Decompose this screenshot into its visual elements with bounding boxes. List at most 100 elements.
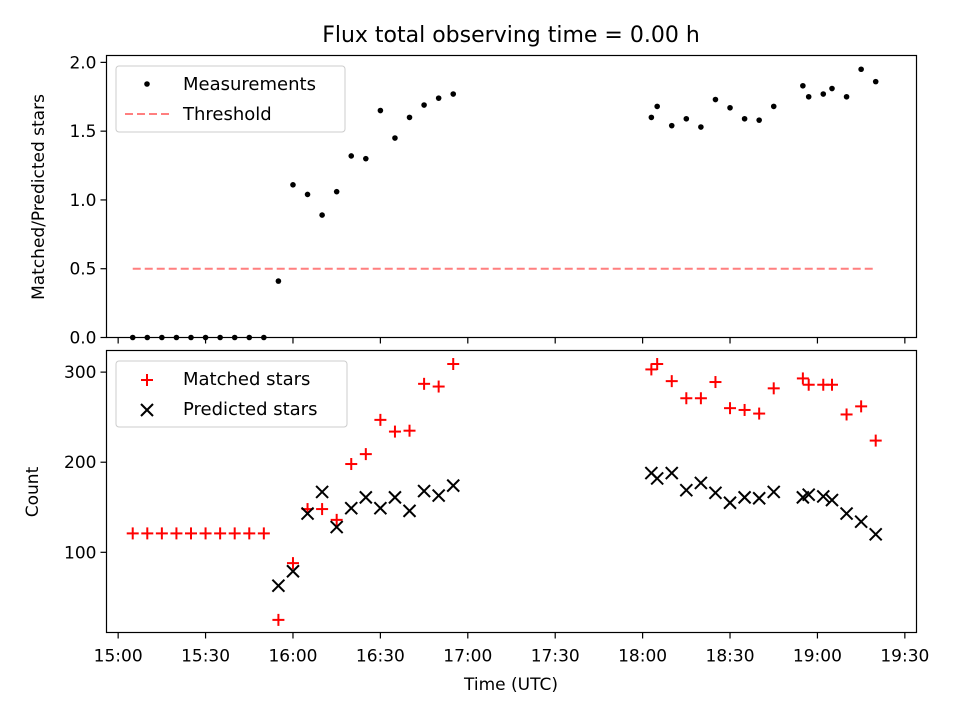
matched-star-point [651, 358, 664, 371]
matched-star-point [645, 363, 658, 376]
predicted-star-point [329, 520, 344, 534]
top-y-ticks: 0.0 0.5 1.0 1.5 2.0 [69, 53, 107, 349]
matched-star-point [359, 448, 372, 461]
legend-threshold-label: Threshold [182, 104, 272, 125]
top-legend-box [115, 65, 346, 133]
predicted-star-point [825, 493, 839, 507]
top-legend: Measurements Threshold [115, 65, 346, 133]
measurement-point [275, 278, 282, 284]
measurement-point [820, 91, 827, 97]
legend-matched-marker [141, 374, 153, 386]
matched-star-point [126, 527, 139, 540]
matched-star-point [724, 402, 737, 415]
matched-star-point [214, 527, 227, 540]
matched-star-point [228, 527, 241, 540]
matched-star-point [286, 557, 299, 570]
predicted-star-point [373, 501, 388, 515]
measurement-point [304, 191, 311, 198]
predicted-star-point [388, 490, 402, 505]
matched-star-point [855, 400, 868, 413]
x-tick-label: 18:30 [706, 647, 755, 667]
predicted-star-point [665, 466, 679, 480]
predicted-star-point [359, 490, 373, 505]
measurement-point [683, 115, 690, 122]
predicted-star-point [723, 496, 737, 510]
top-axes-frame [105, 54, 918, 339]
bottom-x-ticks: 15:00 15:30 16:00 16:30 17:00 17:30 18:00 18:30… [94, 632, 929, 667]
y-tick-label: 0.0 [69, 329, 96, 349]
measurement-point [843, 93, 850, 100]
matched-star-point [184, 527, 197, 540]
measurement-point [450, 91, 457, 97]
measurement-point [698, 124, 704, 130]
measurement-point [348, 153, 355, 159]
measurement-point [290, 182, 296, 188]
matched-star-point [680, 392, 693, 405]
measurement-point [741, 115, 748, 122]
matched-star-point [840, 408, 853, 421]
y-tick-label: 1.0 [69, 191, 96, 211]
y-tick-label: 200 [64, 453, 96, 473]
x-tick-label: 17:30 [531, 647, 580, 667]
matched-star-point [345, 458, 358, 471]
measurement-point [363, 155, 369, 162]
matched-star-point [694, 392, 707, 405]
measurement-point [770, 103, 777, 110]
matched-star-point [418, 377, 431, 390]
y-tick-label: 0.5 [69, 260, 96, 280]
legend-measurements-marker [144, 81, 150, 87]
x-tick-label: 15:30 [181, 647, 230, 667]
matched-star-point [170, 527, 183, 540]
predicted-star-point [271, 578, 286, 593]
x-tick-label: 16:30 [356, 647, 405, 667]
matched-star-point [374, 413, 387, 426]
x-tick-label: 17:00 [443, 647, 492, 667]
matched-star-point [432, 380, 445, 393]
predicted-star-point [417, 484, 431, 498]
bottom-legend: Matched stars Predicted stars [115, 360, 348, 428]
matched-star-point [826, 378, 839, 391]
predicted-star-point [708, 486, 723, 500]
predicted-star-point [869, 527, 883, 542]
legend-predicted-marker [140, 403, 154, 417]
matched-star-point [869, 434, 882, 447]
x-tick-label: 19:30 [880, 647, 929, 667]
predicted-star-point [694, 476, 708, 490]
matched-star-point [257, 527, 270, 540]
matched-star-point [796, 372, 809, 385]
legend-predicted-label: Predicted stars [183, 399, 317, 420]
predicted-star-point [816, 489, 830, 504]
measurement-point [800, 82, 806, 89]
predicted-star-point [402, 504, 417, 518]
predicted-star-point [446, 478, 460, 493]
matched-star-point [155, 527, 168, 540]
measurement-point [421, 102, 427, 108]
bottom-y-ticks: 100 200 300 [64, 363, 107, 563]
top-panel: 0.00.51.01.52.0 Matched/Predicted stars … [29, 53, 918, 349]
measurement-point [668, 122, 675, 129]
predicted-star-point [737, 490, 752, 505]
measurement-point [805, 93, 812, 100]
measurement-point [829, 85, 835, 92]
matched-star-point [738, 403, 751, 416]
top-y-axis-label: Matched/Predicted stars [29, 94, 49, 300]
matched-star-point [388, 425, 401, 438]
measurement-point [727, 104, 733, 111]
matched-star-point [447, 358, 460, 371]
predicted-star-point [315, 485, 329, 499]
predicted-star-point [854, 514, 868, 529]
bottom-legend-box [115, 360, 348, 428]
y-tick-label: 100 [64, 543, 96, 563]
predicted-star-point [767, 485, 781, 499]
measurement-point [654, 103, 660, 110]
legend-measurements-label: Measurements [183, 74, 316, 95]
measurement-point [392, 135, 398, 141]
predicted-star-point [300, 506, 315, 521]
measurement-point [858, 66, 864, 73]
x-tick-label: 18:00 [618, 647, 667, 667]
matched-star-point [272, 613, 285, 626]
matched-star-point [767, 382, 780, 395]
x-axis-label: Time (UTC) [463, 675, 558, 695]
measurement-point [712, 96, 719, 103]
matched-star-point [709, 376, 722, 389]
